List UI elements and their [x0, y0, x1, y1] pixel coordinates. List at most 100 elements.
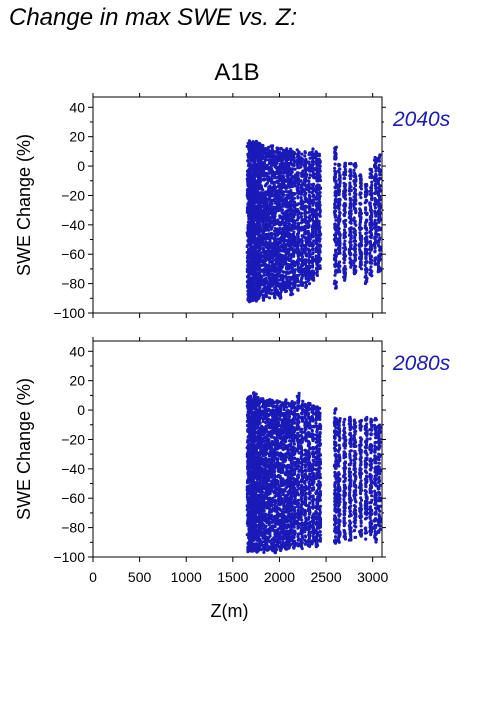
data-point: [349, 218, 353, 222]
y-tick-label: −100: [53, 305, 85, 321]
data-point: [364, 249, 368, 253]
data-point: [267, 267, 271, 271]
data-point: [343, 210, 347, 214]
data-point: [291, 233, 295, 237]
data-point: [353, 194, 357, 198]
data-point: [364, 271, 368, 275]
data-point: [333, 213, 337, 217]
data-point: [280, 183, 284, 187]
data-point: [369, 209, 373, 214]
data-point: [353, 236, 357, 240]
data-point: [299, 192, 304, 196]
data-point: [348, 177, 352, 181]
data-point: [311, 272, 315, 277]
data-point: [337, 270, 341, 274]
data-point: [269, 170, 273, 174]
data-point: [303, 214, 307, 218]
data-point: [293, 268, 297, 272]
data-point: [359, 182, 363, 186]
data-point: [311, 260, 315, 264]
data-point: [348, 181, 352, 185]
data-point: [314, 166, 318, 171]
y-tick-label: 0: [77, 158, 85, 174]
data-point: [292, 285, 296, 289]
data-point: [363, 281, 367, 286]
x-axis-label: Z(m): [211, 601, 249, 621]
data-point: [373, 220, 377, 224]
data-point: [280, 190, 285, 194]
data-point: [296, 151, 300, 156]
data-point: [283, 186, 287, 190]
data-point: [303, 271, 307, 275]
data-point: [277, 249, 281, 253]
data-point: [318, 256, 322, 260]
data-point: [301, 255, 305, 259]
data-point: [269, 161, 273, 165]
data-point: [306, 220, 310, 224]
data-point: [311, 243, 315, 247]
data-point: [318, 164, 322, 168]
data-point: [348, 256, 352, 260]
data-point: [378, 205, 382, 210]
page-title: Change in max SWE vs. Z:: [9, 4, 298, 31]
data-point: [264, 190, 268, 194]
data-point: [300, 252, 304, 256]
scatter-series: [245, 139, 382, 304]
data-point: [296, 208, 300, 212]
data-point: [259, 283, 263, 287]
data-point: [305, 172, 309, 177]
data-point: [289, 167, 293, 171]
data-point: [333, 253, 337, 257]
x-tick-label: 1000: [171, 569, 202, 585]
data-point: [304, 210, 308, 214]
data-point: [280, 208, 284, 212]
data-point: [376, 209, 380, 214]
data-point: [264, 276, 268, 280]
data-point: [248, 271, 252, 275]
data-point: [280, 238, 284, 242]
data-point: [289, 227, 293, 231]
data-point: [303, 177, 307, 182]
data-point: [343, 230, 347, 234]
data-point: [293, 167, 297, 171]
data-point: [258, 226, 262, 230]
data-point: [272, 186, 276, 190]
data-point: [281, 156, 285, 160]
data-point: [378, 252, 382, 256]
data-point: [354, 269, 358, 273]
data-point: [352, 272, 357, 276]
data-point: [296, 244, 300, 248]
data-point: [334, 218, 338, 222]
data-point: [310, 183, 314, 187]
data-point: [276, 146, 280, 150]
data-point: [284, 221, 288, 225]
data-point: [365, 228, 369, 232]
y-tick-label: 40: [69, 343, 85, 359]
data-point: [376, 199, 380, 203]
data-point: [318, 266, 322, 270]
data-point: [336, 216, 341, 220]
data-point: [343, 173, 348, 177]
data-point: [374, 169, 378, 173]
data-point: [318, 250, 322, 254]
data-point: [333, 162, 337, 166]
data-point: [299, 282, 303, 287]
data-point: [374, 214, 378, 218]
data-point: [263, 217, 267, 221]
x-tick-label: 2000: [264, 569, 295, 585]
data-point: [343, 187, 347, 191]
data-point: [252, 194, 256, 198]
data-point: [369, 265, 373, 269]
data-point: [363, 260, 368, 264]
data-point: [359, 191, 363, 195]
data-point: [318, 175, 322, 179]
data-point: [299, 271, 303, 275]
data-point: [310, 150, 314, 154]
data-point: [364, 231, 368, 236]
data-point: [245, 508, 249, 512]
data-point: [304, 191, 308, 195]
data-point: [359, 244, 363, 248]
data-point: [269, 144, 273, 148]
data-point: [352, 259, 356, 263]
